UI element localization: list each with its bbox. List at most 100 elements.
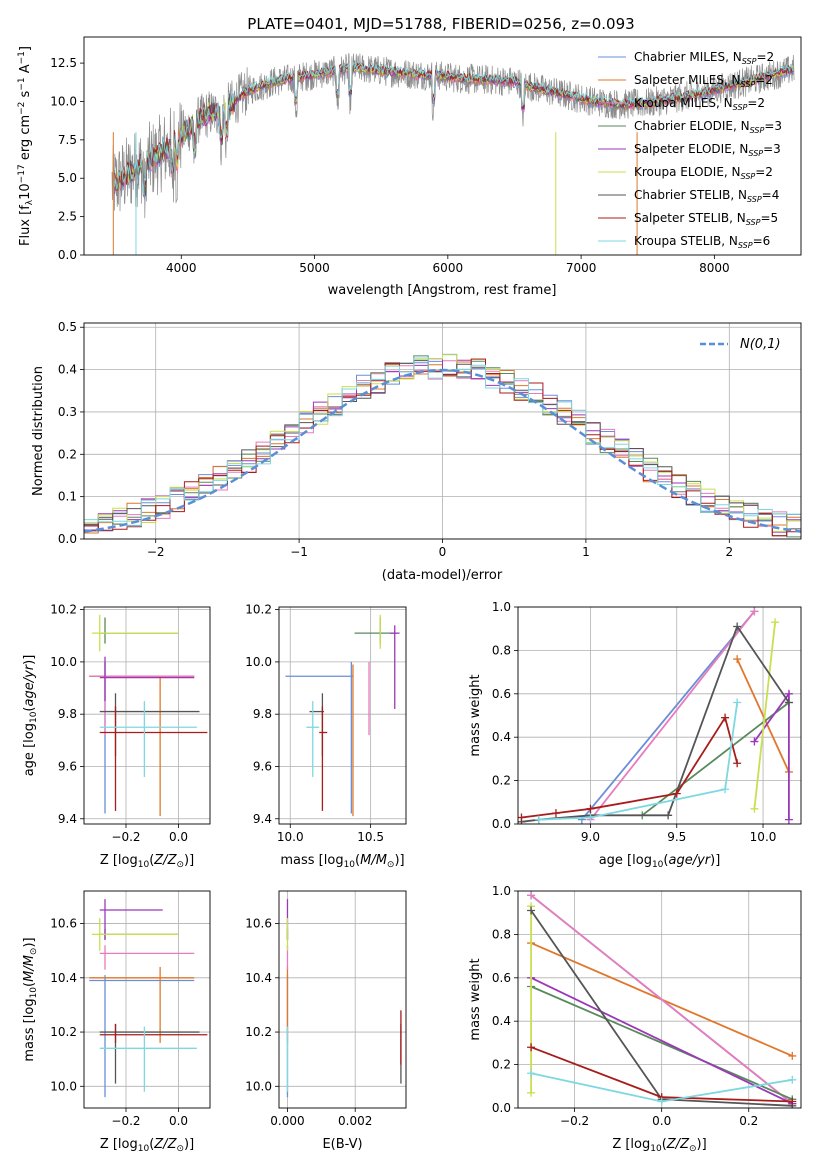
tick-label-y: 0.8: [492, 927, 511, 941]
plot-area: [518, 607, 801, 824]
plus-marker: [527, 1088, 536, 1097]
plus-marker: [534, 815, 543, 824]
panel-mass-weight-vs-age: 9.0 9.5 10.0 0.0 0.2 0.4 0.6 0.8 1.0 age [log10(a…: [468, 600, 802, 870]
mass-weight-line: [589, 610, 756, 821]
tick-label-x: 0.0: [169, 1114, 188, 1128]
tick-label-x: 2: [725, 545, 733, 559]
plus-marker: [733, 655, 742, 664]
y-axis-label: mass weight: [468, 958, 483, 1040]
tick-label-x: 10.0: [277, 830, 304, 844]
tick-label-y: 10.0: [50, 94, 77, 108]
tick-label-y: 0.4: [58, 363, 77, 377]
tick-label-x: −1: [290, 545, 308, 559]
mass-weight-line: [521, 715, 739, 819]
plus-marker: [518, 813, 526, 822]
tick-label-y: 0.4: [492, 730, 511, 744]
legend-label: Salpeter ELODIE, NSSP=3: [634, 142, 781, 158]
plus-marker: [784, 815, 793, 824]
axes-frame: [83, 890, 211, 1109]
tick-label-y: 0.6: [492, 687, 511, 701]
tick-label-y: 9.8: [58, 707, 77, 721]
plus-marker: [527, 1069, 536, 1078]
plus-marker: [586, 804, 595, 813]
tick-label-y: 0.3: [58, 405, 77, 419]
plus-marker: [733, 622, 742, 631]
tick-label-x: 0.002: [338, 1114, 372, 1128]
legend-label: Salpeter MILES, NSSP=2: [634, 73, 773, 89]
plus-marker: [527, 906, 536, 915]
tick-label-y: 0.2: [492, 1058, 511, 1072]
y-axis-label: age [log10(age/yr)]: [22, 655, 39, 777]
tick-label-y: 0.6: [492, 971, 511, 985]
plus-marker: [750, 607, 759, 616]
x-axis-label: Z [log10(Z/Z⊙)]: [100, 1137, 194, 1154]
charts-layer: 4000 5000 6000 7000 80000.02.55.07.510.012.5…: [17, 36, 802, 1154]
tick-label-y: 10.0: [245, 655, 272, 669]
tick-label-x: 0.000: [270, 1114, 304, 1128]
mass-weight-line: [581, 610, 756, 821]
plus-marker: [664, 811, 673, 820]
panel-spectrum: 4000 5000 6000 7000 8000 0.0 2.5 5.0 7.5 10.0 12.5…: [17, 36, 802, 298]
axes-frame: [278, 890, 407, 1109]
mass-weight-line: [530, 894, 793, 1105]
errorbar-point: [89, 966, 195, 1043]
tick-label-x: −0.2: [111, 1114, 140, 1128]
histogram-series: [84, 358, 801, 533]
plus-marker: [657, 1097, 666, 1106]
tick-label-x: −0.2: [560, 1114, 589, 1128]
tick-label-y: 0.4: [492, 1014, 511, 1028]
errorbar-point: [306, 701, 320, 777]
tick-label-x: 9.5: [667, 830, 686, 844]
plot-area: [84, 323, 801, 539]
tick-label-y: 0.0: [58, 532, 77, 546]
plus-marker: [750, 804, 759, 813]
panel-mass-vs-Z: −0.2 0.0 10.0 10.2 10.4 10.6 Z [log10(Z/Z⊙)] ma…: [22, 890, 211, 1154]
panel-mass-weight-vs-Z: −0.2 0.0 0.2 0.0 0.2 0.4 0.6 0.8 1.0 Z [log10(Z/Z…: [468, 884, 802, 1154]
figure-title: PLATE=0401, MJD=51788, FIBERID=0256, z=0…: [247, 15, 634, 33]
tick-label-y: 0.1: [58, 490, 77, 504]
legend-label: Chabrier STELIB, NSSP=4: [634, 188, 779, 204]
tick-label-y: 10.6: [50, 917, 77, 931]
tick-label-y: 12.5: [50, 56, 77, 70]
tick-label-x: 10.5: [357, 830, 384, 844]
axes-frame: [517, 606, 802, 825]
tick-label-y: 10.0: [50, 1079, 77, 1093]
legend-label: Kroupa ELODIE, NSSP=2: [634, 165, 773, 181]
axes-frame: [83, 36, 802, 256]
tick-label-x: 6000: [433, 261, 464, 275]
plot-area: [84, 891, 210, 1108]
plot-area: [518, 891, 801, 1108]
tick-label-y: 10.6: [245, 917, 272, 931]
tick-label-y: 0.5: [58, 320, 77, 334]
errorbar-point: [285, 661, 353, 814]
plot-area: [111, 52, 795, 255]
y-axis-label: Flux [fλ10−17 erg cm−2 s−1 A−1]: [17, 46, 35, 246]
plus-marker: [527, 1043, 536, 1052]
panel-mass-vs-EBV: 0.000 0.002 10.0 10.2 10.4 10.6 E(B-V): [245, 890, 407, 1152]
plus-marker: [788, 1097, 797, 1106]
plus-marker: [771, 618, 780, 627]
legend-label: Kroupa STELIB, NSSP=6: [634, 234, 770, 250]
tick-label-x: 4000: [166, 261, 197, 275]
plus-marker: [788, 1075, 797, 1084]
errorbar-point: [354, 617, 397, 644]
tick-label-y: 10.4: [50, 971, 77, 985]
tick-label-y: 5.0: [58, 171, 77, 185]
panel-age-vs-Z: −0.2 0.0 9.4 9.6 9.8 10.0 10.2 Z [log10(Z/Z⊙)] a…: [22, 603, 211, 870]
tick-label-x: −0.2: [111, 830, 140, 844]
tick-label-x: −2: [147, 545, 165, 559]
tick-label-x: 0.0: [169, 830, 188, 844]
tick-label-y: 9.8: [253, 707, 272, 721]
axes-frame: [278, 606, 407, 825]
tick-label-y: 10.2: [245, 1025, 272, 1039]
legend-label: Chabrier ELODIE, NSSP=3: [634, 119, 782, 135]
tick-label-y: 10.4: [245, 971, 272, 985]
errorbar-point: [99, 701, 197, 777]
errorbar-point: [99, 1023, 200, 1084]
mass-weight-line: [736, 658, 790, 773]
plus-marker: [586, 813, 595, 822]
tick-label-y: 7.5: [58, 133, 77, 147]
x-axis-label: E(B-V): [322, 1137, 362, 1152]
tick-label-y: 10.0: [245, 1079, 272, 1093]
